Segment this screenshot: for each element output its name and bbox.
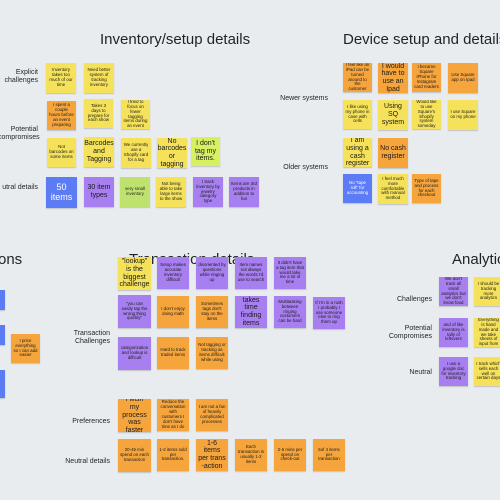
sticky-note[interactable]	[0, 290, 5, 310]
sticky-note[interactable]: Would like to use Square's Shopify syste…	[412, 100, 441, 129]
row-label-newer: Newer systems	[280, 95, 328, 102]
sticky-note[interactable]: Barcodes and Tagging	[84, 137, 114, 167]
sticky-note[interactable]: Not tagging or tracking as items difficu…	[196, 337, 228, 369]
sticky-note[interactable]: 20-45 min spend on each transaction	[118, 439, 151, 472]
sticky-note[interactable]: No barcodes or tagging	[157, 138, 187, 168]
sticky-note[interactable]: 30 item types	[84, 177, 114, 207]
heading-inventory: Inventory/setup details	[100, 31, 251, 48]
sticky-note[interactable]: I don't enjoy doing math	[157, 296, 189, 328]
sticky-note[interactable]: I am not a fan of heavily complicated pr…	[196, 399, 228, 431]
sticky-note[interactable]: Reduce the conversation with customers I…	[157, 399, 189, 431]
sticky-note[interactable]: 2-5 mins per spend on check-out	[274, 439, 306, 471]
sticky-note[interactable]: I don't tag my items.	[191, 137, 220, 166]
row-label-neutral: utral details	[2, 184, 38, 191]
sticky-note[interactable]: Items are 3rd products in addition to fu…	[229, 177, 259, 207]
row-label-challenges: Transaction Challenges	[73, 330, 110, 346]
sticky-note[interactable]: I am using a cash register	[343, 138, 372, 167]
sticky-note[interactable]	[0, 325, 5, 345]
heading-device: Device setup and details	[343, 31, 500, 48]
sticky-note[interactable]: Setup makes accurate inventory difficult	[157, 257, 189, 289]
sticky-note[interactable]: I wish my process was faster	[118, 399, 151, 432]
row-label-neutral-details: Neutral details	[65, 458, 110, 465]
sticky-note[interactable]: Item names not always the words I'd use …	[235, 257, 267, 289]
sticky-note[interactable]: I use Square on my phone	[448, 100, 478, 130]
sticky-note[interactable]: Each transaction is usually 1-2 items	[235, 439, 267, 471]
row-label-preferences: Preferences	[72, 418, 110, 425]
sticky-note[interactable]: Need better system of tracking inventory	[84, 63, 114, 93]
sticky-note[interactable]: Use Square app on Ipad	[448, 63, 478, 93]
sticky-note[interactable]: I would have to use an Ipad	[378, 63, 408, 93]
sticky-note[interactable]: I should be tracking more analytics	[474, 277, 500, 306]
sticky-note[interactable]: 1-6 items per trans -action	[196, 439, 228, 471]
sticky-note[interactable]: 1-2 items sold per transaction.	[157, 439, 189, 471]
sticky-note[interactable]: very small inventory	[120, 177, 150, 207]
sticky-note[interactable]: Everything is hand made and we take shee…	[474, 318, 500, 347]
sticky-note[interactable]: If I'm in a rush I probably I use someon…	[313, 297, 345, 329]
heading-analytics: Analytics	[452, 251, 500, 268]
sticky-note[interactable]: and of like inventory is tally of leftov…	[439, 318, 468, 347]
sticky-note[interactable]: We currently use a Shopify card for a ta…	[121, 138, 151, 168]
sticky-note[interactable]: "you can easily tap the wrong thing quic…	[118, 295, 151, 328]
sticky-note[interactable]	[0, 370, 5, 398]
row-label-analytics-challenges: Challenges	[396, 296, 432, 303]
sticky-note[interactable]: Hard to track traded items	[157, 337, 189, 369]
sticky-note[interactable]: Type of tape and process for each checko…	[412, 174, 441, 203]
sticky-note[interactable]: No "tape roll" for accounting	[343, 174, 372, 203]
sticky-note[interactable]: It didn't have a tag item that would tak…	[274, 257, 306, 289]
sticky-note[interactable]: I tried to focus on fewer tagging items …	[121, 100, 150, 129]
row-label-older: Older systems	[283, 164, 328, 171]
sticky-note[interactable]: Takes 3 days to prepare for each show	[84, 99, 113, 128]
sticky-note[interactable]: Not being able to take large items to th…	[156, 177, 186, 207]
sticky-note[interactable]: disoriented by questions while ringing u…	[196, 257, 228, 289]
sticky-note[interactable]: Not barcodes on some items	[47, 138, 76, 167]
sticky-note[interactable]: I like using my phone in case with cells	[343, 100, 372, 129]
row-label-potential: Potential compromises	[0, 126, 40, 142]
sticky-note[interactable]: "lookup" is the biggest challenge	[118, 257, 151, 290]
sticky-note[interactable]: Using SQ system	[378, 100, 408, 130]
sticky-note[interactable]: categorization and lookup is difficult	[118, 337, 151, 370]
row-label-analytics-neutral: Neutral	[409, 369, 432, 376]
sticky-note[interactable]: 5of 4 items per transaction	[313, 439, 345, 471]
sticky-note[interactable]: Sometimes tags don't stay on the items	[196, 296, 228, 328]
sticky-note[interactable]: I track inventory by jewelry category ty…	[193, 177, 223, 207]
sticky-note[interactable]: I feel much more comfortable with manual…	[378, 174, 408, 204]
row-label-explicit: Explicit challenges	[4, 69, 38, 85]
sticky-note[interactable]: I became Square iPhone for Instagram car…	[412, 63, 441, 92]
sticky-note[interactable]: Inventory takes too much of our time	[46, 63, 76, 93]
sticky-note[interactable]: I price everything so I can add easier	[11, 334, 40, 363]
sticky-note[interactable]: I spent a couple hours before an event p…	[47, 101, 76, 130]
sticky-note[interactable]: Multitasking between ringing customers c…	[274, 296, 306, 328]
sticky-note[interactable]: takes time finding items	[235, 296, 267, 328]
sticky-note[interactable]: I track which sells each well on certain…	[474, 357, 500, 386]
heading-cutoff-left: ons	[0, 251, 23, 268]
sticky-note[interactable]: I use a google doc for inventory trackin…	[439, 357, 468, 386]
sticky-note[interactable]: I feel like an iPad can be turned around…	[343, 63, 372, 92]
sticky-note[interactable]: 50 items	[46, 177, 77, 208]
row-label-analytics-potential: Potential Compromises	[388, 325, 432, 341]
sticky-note[interactable]: No cash register	[378, 138, 408, 168]
sticky-note[interactable]: We don't track all small analytics but w…	[439, 277, 468, 306]
